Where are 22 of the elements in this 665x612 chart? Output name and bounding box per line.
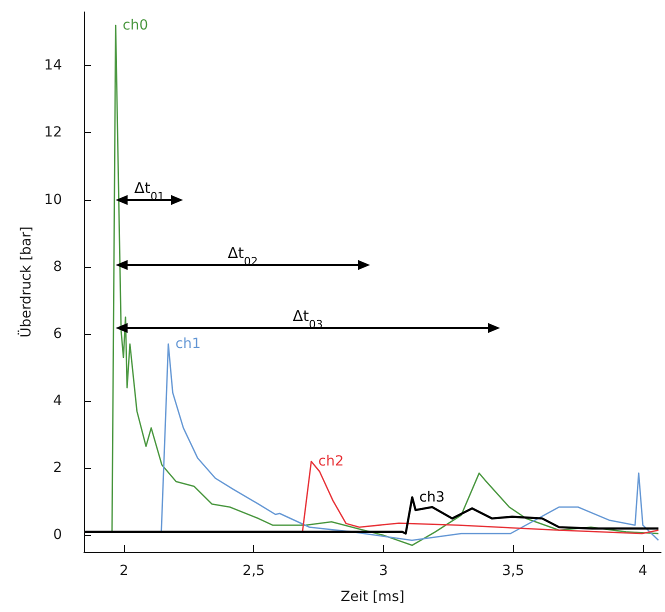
- annotation: Δt$_{01}$: [134, 179, 164, 202]
- series-label: ch2: [318, 453, 344, 470]
- x-tick-label: 4: [638, 563, 648, 579]
- x-tick-label: 3,5: [502, 563, 524, 579]
- y-tick-label: 6: [53, 326, 62, 342]
- x-tick-label: 2,5: [242, 563, 265, 579]
- y-tick-label: 0: [53, 527, 62, 544]
- y-tick-label: 10: [44, 192, 62, 208]
- annotation: Δt$_{02}$: [228, 244, 258, 268]
- series-label: ch1: [175, 336, 201, 352]
- y-tick-label: 14: [44, 58, 62, 74]
- y-tick-label: 4: [53, 393, 62, 410]
- y-axis-title: Überdruck [bar]: [17, 226, 34, 338]
- series-label: ch3: [419, 489, 445, 506]
- annotation: Δt$_{03}$: [292, 307, 323, 330]
- y-tick-label: 2: [53, 460, 62, 476]
- y-tick-label: 12: [44, 124, 62, 141]
- x-axis-title: Zeit [ms]: [340, 589, 404, 605]
- x-tick-label: 3: [378, 563, 388, 579]
- x-tick-label: 2: [119, 563, 128, 579]
- series-label: ch0: [122, 17, 148, 34]
- y-tick-label: 8: [53, 258, 62, 275]
